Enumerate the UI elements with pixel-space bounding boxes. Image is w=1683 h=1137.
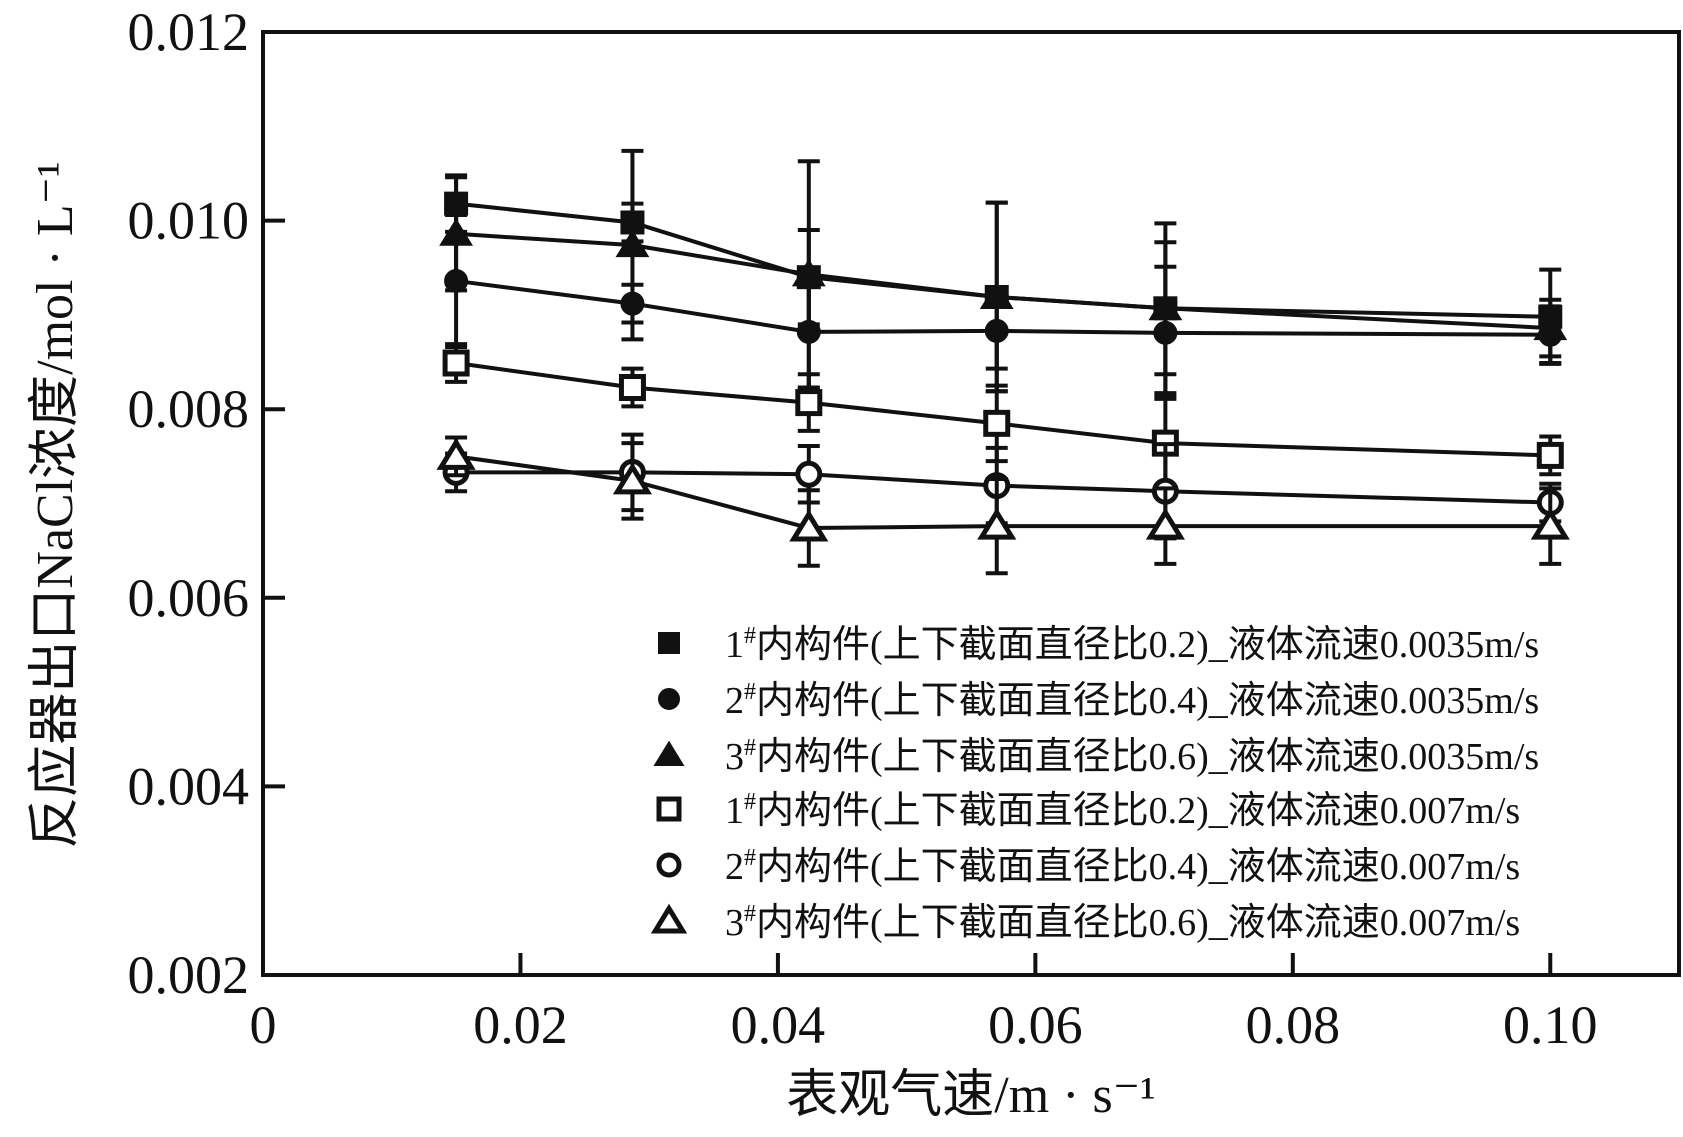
data-point xyxy=(615,229,650,258)
plot-frame xyxy=(261,30,1681,977)
legend-item: 1#内构件(上下截面直径比0.2)_液体流速0.007m/s xyxy=(656,789,1520,832)
series-6 xyxy=(436,435,1570,576)
series-line xyxy=(455,361,1551,458)
legend-item: 1#内构件(上下截面直径比0.2)_液体流速0.0035m/s xyxy=(658,623,1539,666)
legend-item: 3#内构件(上下截面直径比0.6)_液体流速0.007m/s xyxy=(650,901,1520,944)
legend-marker xyxy=(658,632,680,654)
data-point xyxy=(789,509,829,542)
legend-label: 1#内构件(上下截面直径比0.2)_液体流速0.007m/s xyxy=(725,789,1520,832)
x-axis-label: 表观气速/m · s⁻¹ xyxy=(786,1067,1156,1124)
legend-item: 2#内构件(上下截面直径比0.4)_液体流速0.0035m/s xyxy=(658,679,1539,722)
series-1 xyxy=(444,173,1563,394)
y-tick-label: 0.004 xyxy=(128,756,250,816)
legend-item: 3#内构件(上下截面直径比0.6)_液体流速0.0035m/s xyxy=(653,735,1539,778)
y-tick-label: 0.008 xyxy=(128,379,250,439)
series-line xyxy=(455,278,1551,337)
legend-label: 3#内构件(上下截面直径比0.6)_液体流速0.0035m/s xyxy=(725,735,1539,778)
legend-label: 2#内构件(上下截面直径比0.4)_液体流速0.0035m/s xyxy=(725,679,1539,722)
x-tick-label: 0.04 xyxy=(731,995,826,1055)
legend: 1#内构件(上下截面直径比0.2)_液体流速0.0035m/s 2#内构件(上下截… xyxy=(650,623,1539,944)
data-point xyxy=(439,218,473,246)
data-point xyxy=(983,409,1011,437)
legend-marker xyxy=(658,688,680,710)
series-line xyxy=(455,231,1551,331)
data-point xyxy=(1533,312,1568,341)
legend-item: 2#内构件(上下截面直径比0.4)_液体流速0.007m/s xyxy=(656,845,1520,888)
x-tick-label: 0.08 xyxy=(1246,995,1341,1055)
data-point xyxy=(442,349,470,377)
data-point xyxy=(795,389,823,417)
x-tick-label: 0.02 xyxy=(473,995,568,1055)
data-point xyxy=(977,507,1017,540)
legend-label: 1#内构件(上下截面直径比0.2)_液体流速0.0035m/s xyxy=(725,623,1539,666)
x-tick-label: 0 xyxy=(250,995,277,1055)
series-3 xyxy=(439,148,1568,396)
legend-label: 2#内构件(上下截面直径比0.4)_液体流速0.007m/s xyxy=(725,845,1520,888)
axis-ticks: 0 0.02 0.04 0.06 0.08 0.10 0.002 0.004 0.006 0.00… xyxy=(128,2,1598,1055)
legend-marker xyxy=(656,852,682,878)
legend-marker xyxy=(656,796,682,822)
y-tick-label: 0.010 xyxy=(128,191,250,251)
series-line xyxy=(456,470,1551,505)
data-point xyxy=(612,462,653,495)
x-tick-label: 0.06 xyxy=(988,995,1083,1055)
data-point xyxy=(979,281,1014,309)
y-tick-label: 0.012 xyxy=(128,2,250,62)
y-axis-label: 反应器出口NaCl浓度/mol · L⁻¹ xyxy=(27,161,84,848)
legend-label: 3#内构件(上下截面直径比0.6)_液体流速0.007m/s xyxy=(725,901,1520,944)
data-point xyxy=(795,460,823,488)
series-group xyxy=(436,148,1570,576)
x-tick-label: 0.10 xyxy=(1503,995,1598,1055)
y-tick-label: 0.006 xyxy=(128,568,250,628)
series-4 xyxy=(442,342,1564,493)
data-point xyxy=(791,258,826,287)
data-point xyxy=(1530,507,1570,540)
legend-marker xyxy=(653,740,685,766)
data-point xyxy=(1148,292,1183,321)
y-tick-label: 0.002 xyxy=(128,945,250,1005)
data-point xyxy=(1536,441,1564,469)
data-point xyxy=(618,374,646,402)
data-point xyxy=(436,437,476,470)
legend-marker xyxy=(650,903,688,934)
series-line xyxy=(455,454,1551,531)
data-point xyxy=(1145,507,1185,540)
